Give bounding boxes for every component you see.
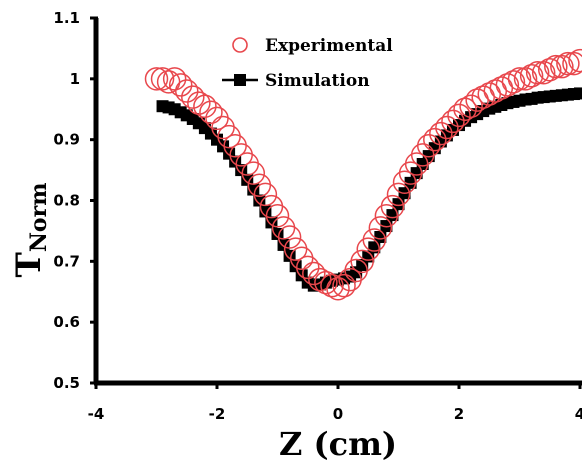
experimental-point bbox=[182, 86, 204, 108]
y-tick-label: 1 bbox=[70, 70, 80, 88]
experimental-point bbox=[176, 80, 198, 102]
y-tick-label: 0.8 bbox=[53, 192, 80, 210]
y-tick-label: 0.9 bbox=[53, 131, 80, 149]
experimental-point bbox=[194, 95, 216, 117]
y-tick-label: 0.5 bbox=[53, 374, 80, 392]
x-tick-label: 0 bbox=[333, 405, 343, 423]
x-tick-label: 2 bbox=[454, 405, 464, 423]
legend-simulation-label: Simulation bbox=[265, 71, 370, 91]
legend-experimental-marker bbox=[233, 38, 247, 52]
y-axis-title-main: T bbox=[9, 252, 49, 277]
experimental-point bbox=[170, 74, 192, 96]
legend: Experimental Simulation bbox=[222, 36, 393, 91]
x-tick-label: 4 bbox=[575, 405, 582, 423]
y-axis-title: TNorm bbox=[9, 183, 52, 278]
y-tick-label: 1.1 bbox=[53, 9, 80, 27]
x-tick-label: -4 bbox=[88, 405, 105, 423]
x-axis-title: Z (cm) bbox=[279, 425, 397, 463]
legend-simulation-marker bbox=[234, 74, 246, 86]
y-ticks: 0.5 0.6 0.7 0.8 0.9 1 1.1 bbox=[53, 9, 98, 392]
x-tick-label: -2 bbox=[209, 405, 226, 423]
experimental-point bbox=[200, 101, 222, 123]
y-tick-label: 0.7 bbox=[53, 252, 80, 270]
legend-experimental-label: Experimental bbox=[265, 36, 393, 56]
y-tick-label: 0.6 bbox=[53, 313, 80, 331]
x-ticks: -4 -2 0 2 4 bbox=[88, 381, 582, 423]
y-axis-title-sub: Norm bbox=[26, 183, 52, 253]
simulation-point bbox=[574, 87, 582, 99]
